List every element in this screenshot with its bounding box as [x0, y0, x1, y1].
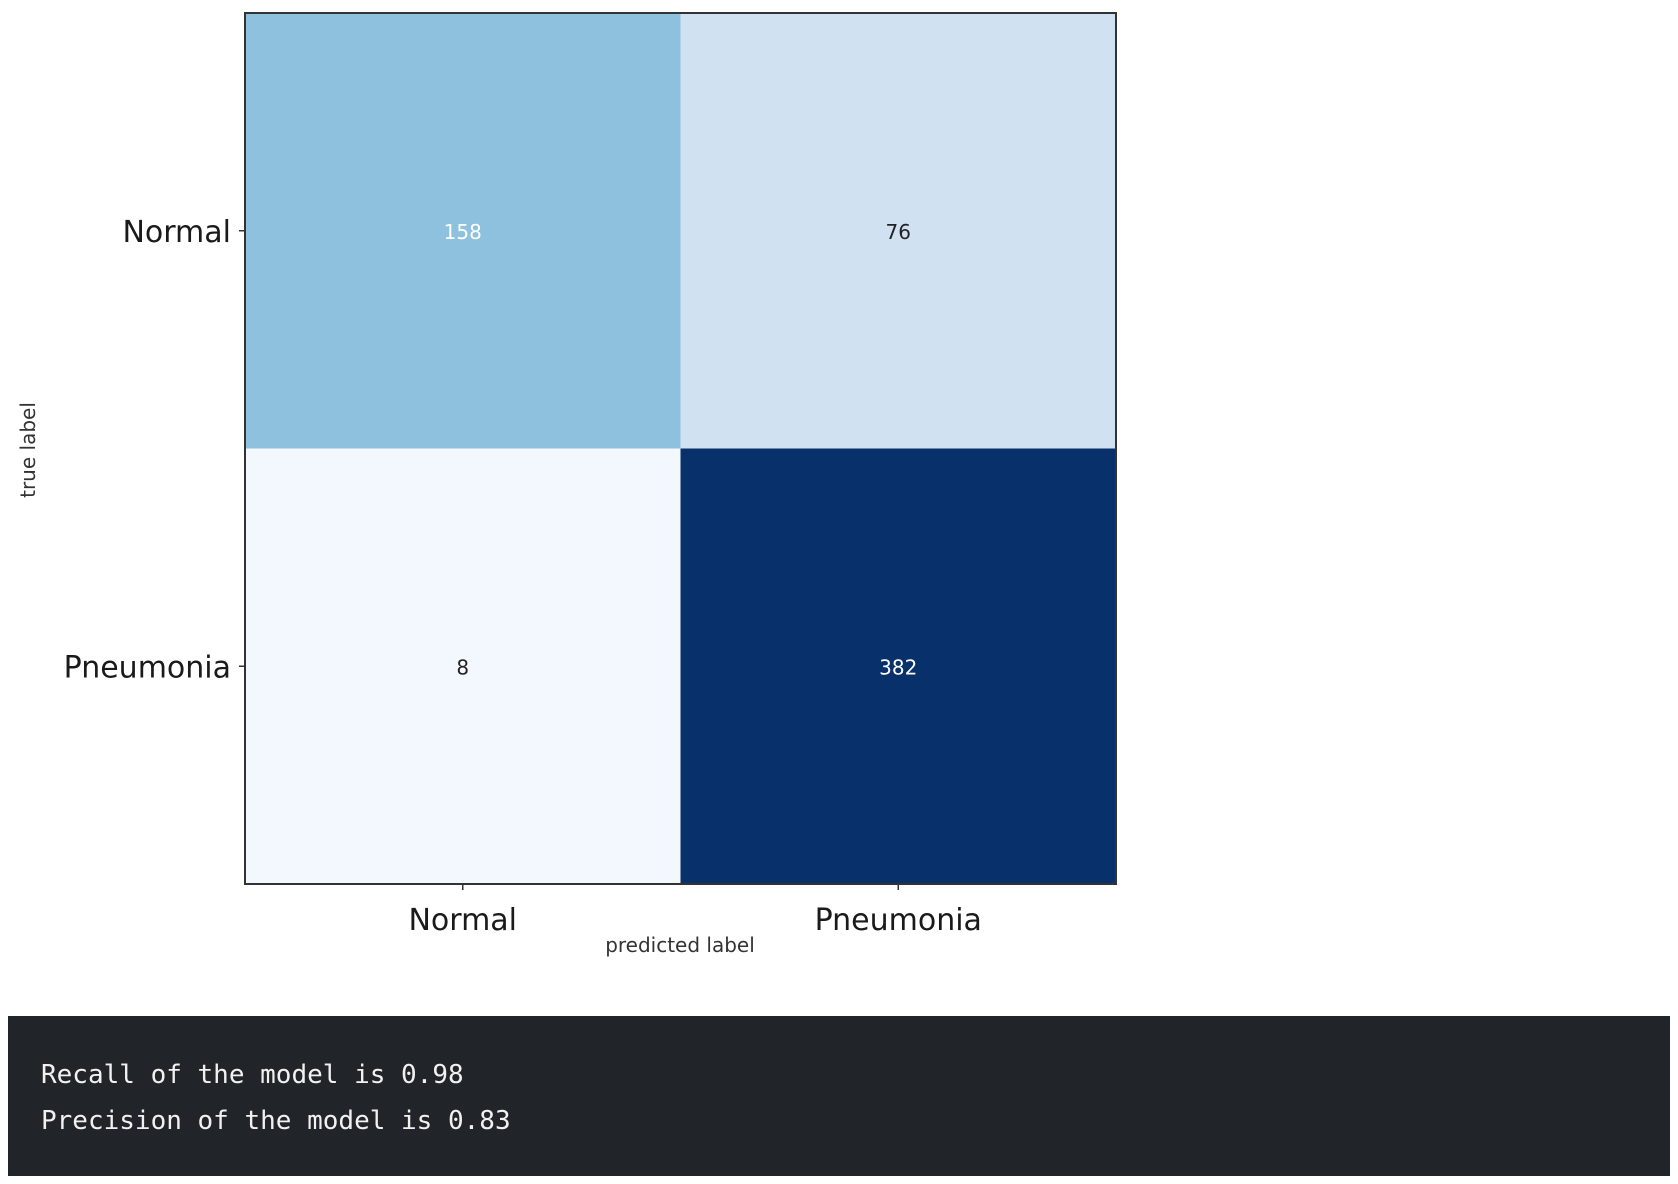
cell-value-label: 76: [886, 220, 911, 244]
code-output-panel: Recall of the model is 0.98 Precision of…: [8, 1016, 1670, 1176]
heatmap-cell: [245, 13, 681, 449]
x-tick-label: Normal: [408, 903, 517, 938]
y-tick-label: Normal: [122, 215, 231, 250]
axis-ticks: Normal Pneumonia Normal Pneumonia: [64, 215, 982, 938]
heatmap-cell: [680, 13, 1116, 449]
confusion-matrix-chart: 158 76 8 382 Normal Pneumonia Normal Pneumonia…: [16, 12, 1117, 957]
cell-value-label: 8: [456, 655, 469, 679]
y-tick-label: Pneumonia: [64, 650, 231, 685]
x-tick-label: Pneumonia: [815, 903, 982, 938]
plot-frame: [244, 12, 1117, 885]
cell-value-label: 158: [444, 220, 482, 244]
heatmap-cell: [245, 448, 681, 884]
precision-output-line: Precision of the model is 0.83: [41, 1106, 511, 1136]
heatmap-cells: 158 76 8 382: [245, 13, 1116, 884]
heatmap-cell: [680, 448, 1116, 884]
cell-value-label: 382: [879, 655, 917, 679]
x-axis-label: predicted label: [605, 933, 755, 957]
recall-output-line: Recall of the model is 0.98: [41, 1060, 464, 1090]
y-axis-label: true label: [16, 402, 40, 498]
